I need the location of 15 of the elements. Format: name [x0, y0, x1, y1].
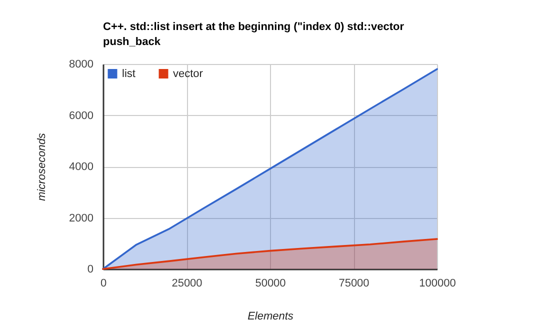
- x-axis-title: Elements: [248, 310, 294, 322]
- x-tick-label: 75000: [338, 278, 370, 290]
- y-tick-label: 4000: [69, 161, 94, 173]
- x-tick-label: 100000: [419, 278, 456, 290]
- y-tick-label: 2000: [69, 212, 94, 224]
- chart-title: C++. std::list insert at the beginning ("index 0) std::vector push_back: [103, 21, 405, 48]
- y-tick-label: 0: [87, 264, 94, 276]
- y-tick-label: 6000: [69, 110, 94, 122]
- legend-label: vector: [173, 68, 204, 80]
- y-tick-label: 8000: [69, 58, 94, 70]
- legend-label: list: [122, 68, 136, 80]
- y-axis-title: microseconds: [36, 132, 48, 201]
- x-tick-label: 0: [100, 278, 107, 290]
- x-tick-label: 50000: [255, 278, 286, 290]
- x-tick-label: 25000: [172, 278, 202, 290]
